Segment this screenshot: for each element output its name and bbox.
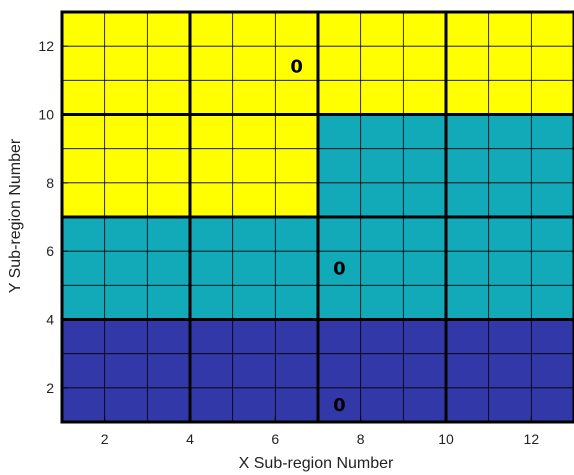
y-tick-label: 6 bbox=[46, 243, 54, 259]
x-tick-label: 8 bbox=[357, 431, 365, 447]
cell-annotation: 0 bbox=[333, 258, 346, 279]
x-tick-label: 4 bbox=[186, 431, 194, 447]
x-tick-label: 6 bbox=[271, 431, 279, 447]
y-tick-label: 10 bbox=[38, 107, 54, 123]
x-tick-label: 10 bbox=[438, 431, 454, 447]
cell-annotation: 0 bbox=[333, 395, 346, 416]
y-tick-label: 12 bbox=[38, 38, 54, 54]
cell-annotation: 0 bbox=[290, 57, 303, 78]
block-boundary-lines bbox=[60, 10, 574, 424]
y-tick-label: 2 bbox=[46, 380, 54, 396]
y-tick-label: 8 bbox=[46, 175, 54, 191]
y-axis-label: Y Sub-region Number bbox=[7, 138, 24, 293]
x-tick-label: 2 bbox=[101, 431, 109, 447]
cell-annotations: 0 0 0 bbox=[290, 57, 345, 416]
y-tick-label: 4 bbox=[46, 312, 54, 328]
plot-frame bbox=[60, 10, 574, 424]
x-axis-label: X Sub-region Number bbox=[239, 455, 394, 472]
y-axis-ticks: 2 4 6 8 10 12 bbox=[38, 38, 68, 396]
x-axis-ticks: 2 4 6 8 10 12 bbox=[101, 416, 540, 447]
x-tick-label: 12 bbox=[524, 431, 540, 447]
